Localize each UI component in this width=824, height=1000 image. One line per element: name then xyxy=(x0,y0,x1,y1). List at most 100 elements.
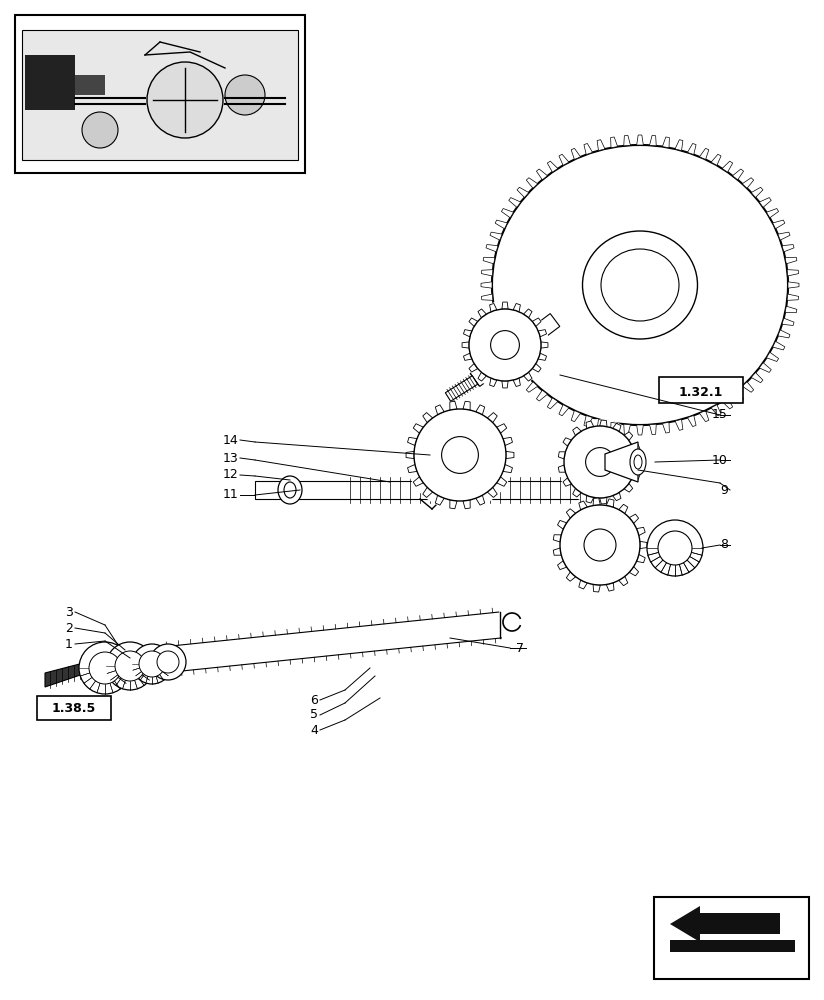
Polygon shape xyxy=(600,420,607,427)
Polygon shape xyxy=(536,390,547,401)
Text: 13: 13 xyxy=(222,452,238,464)
Text: 5: 5 xyxy=(310,708,318,722)
Circle shape xyxy=(414,409,506,501)
Polygon shape xyxy=(630,514,639,523)
Circle shape xyxy=(586,448,615,476)
Polygon shape xyxy=(487,487,497,497)
Polygon shape xyxy=(624,424,630,435)
Ellipse shape xyxy=(601,249,679,321)
Polygon shape xyxy=(517,187,529,197)
Text: 6: 6 xyxy=(310,694,318,706)
Polygon shape xyxy=(513,303,521,312)
Polygon shape xyxy=(435,495,444,505)
Polygon shape xyxy=(639,541,647,549)
Circle shape xyxy=(150,644,186,680)
Polygon shape xyxy=(759,198,771,207)
Polygon shape xyxy=(632,444,640,452)
Polygon shape xyxy=(566,572,576,581)
Polygon shape xyxy=(606,583,614,591)
Circle shape xyxy=(564,426,636,498)
Polygon shape xyxy=(414,424,424,433)
Polygon shape xyxy=(541,342,548,348)
Polygon shape xyxy=(778,232,790,240)
Ellipse shape xyxy=(630,449,646,475)
Polygon shape xyxy=(613,423,621,432)
Polygon shape xyxy=(527,178,538,188)
Ellipse shape xyxy=(583,231,697,339)
Circle shape xyxy=(79,642,131,694)
Circle shape xyxy=(147,62,223,138)
Polygon shape xyxy=(547,398,558,409)
Polygon shape xyxy=(785,257,797,264)
Circle shape xyxy=(405,400,515,510)
Polygon shape xyxy=(687,143,696,155)
Text: 10: 10 xyxy=(712,454,728,466)
Polygon shape xyxy=(408,464,417,473)
Polygon shape xyxy=(624,135,630,146)
Ellipse shape xyxy=(634,455,642,469)
Polygon shape xyxy=(435,405,444,415)
Polygon shape xyxy=(502,352,513,361)
Circle shape xyxy=(490,331,519,359)
Polygon shape xyxy=(503,464,513,473)
Polygon shape xyxy=(463,401,471,410)
Polygon shape xyxy=(502,209,513,218)
Polygon shape xyxy=(508,363,521,372)
Polygon shape xyxy=(563,438,572,446)
Polygon shape xyxy=(423,413,433,423)
Text: 1: 1 xyxy=(65,638,73,650)
Polygon shape xyxy=(630,567,639,576)
Polygon shape xyxy=(489,378,497,387)
Polygon shape xyxy=(475,405,485,415)
Polygon shape xyxy=(450,500,457,509)
Polygon shape xyxy=(469,318,478,326)
Text: 3: 3 xyxy=(65,605,73,618)
Polygon shape xyxy=(566,509,576,518)
Polygon shape xyxy=(497,424,507,433)
Polygon shape xyxy=(495,220,508,229)
Polygon shape xyxy=(624,432,633,441)
Bar xyxy=(22,30,298,160)
Polygon shape xyxy=(742,382,754,392)
Polygon shape xyxy=(532,364,541,372)
Circle shape xyxy=(82,112,118,148)
Polygon shape xyxy=(559,154,569,165)
Text: 14: 14 xyxy=(222,434,238,446)
Polygon shape xyxy=(593,498,601,506)
Polygon shape xyxy=(788,282,799,288)
Polygon shape xyxy=(670,940,795,952)
Polygon shape xyxy=(636,458,642,466)
Text: 9: 9 xyxy=(720,484,728,496)
Polygon shape xyxy=(787,270,798,276)
Polygon shape xyxy=(700,411,709,422)
Polygon shape xyxy=(675,419,683,430)
Text: 1.32.1: 1.32.1 xyxy=(679,385,723,398)
Polygon shape xyxy=(759,363,771,372)
Polygon shape xyxy=(722,398,733,409)
Polygon shape xyxy=(722,161,733,172)
Polygon shape xyxy=(782,318,794,325)
Text: 1.38.5: 1.38.5 xyxy=(52,702,96,716)
Polygon shape xyxy=(742,178,754,188)
Polygon shape xyxy=(687,415,696,427)
Polygon shape xyxy=(559,465,565,472)
Polygon shape xyxy=(611,422,618,433)
Circle shape xyxy=(584,529,616,561)
Ellipse shape xyxy=(492,145,788,425)
Text: 8: 8 xyxy=(720,538,728,552)
Polygon shape xyxy=(751,373,763,383)
Polygon shape xyxy=(506,451,514,459)
Polygon shape xyxy=(573,427,582,436)
Polygon shape xyxy=(538,330,546,337)
Polygon shape xyxy=(571,148,581,159)
Polygon shape xyxy=(593,584,601,592)
Polygon shape xyxy=(563,478,572,486)
Polygon shape xyxy=(711,154,721,165)
Polygon shape xyxy=(255,481,590,499)
Polygon shape xyxy=(487,413,497,423)
Polygon shape xyxy=(517,373,529,383)
Polygon shape xyxy=(782,245,794,252)
Polygon shape xyxy=(475,495,485,505)
Polygon shape xyxy=(513,378,521,387)
Circle shape xyxy=(552,497,648,593)
